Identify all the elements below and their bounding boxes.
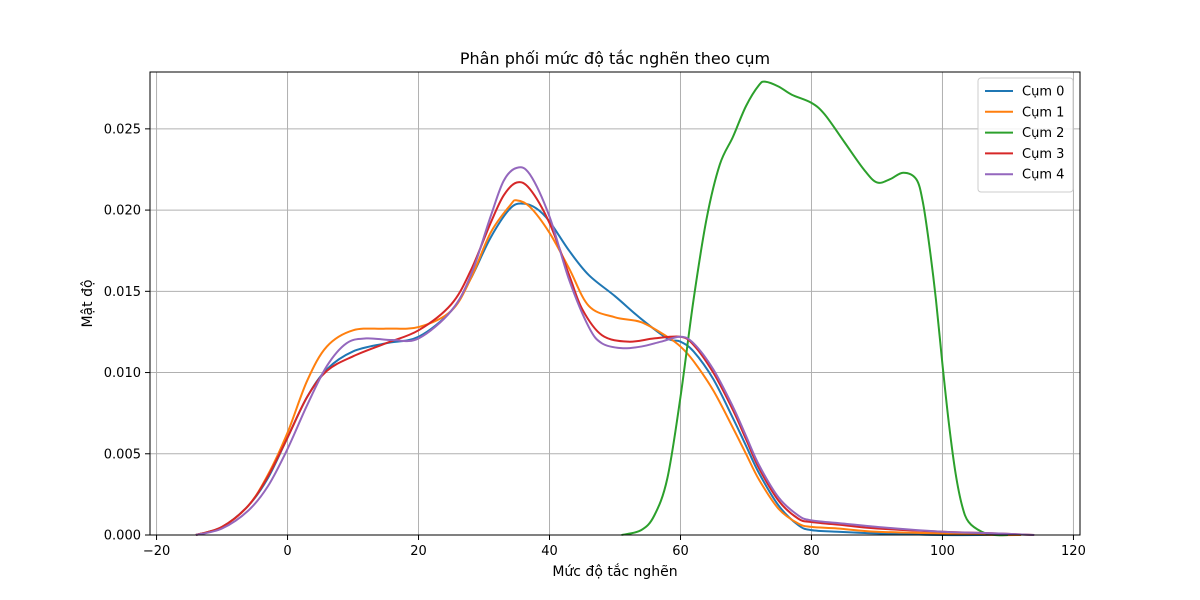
x-tick-label: 20 xyxy=(410,544,427,559)
density-lines xyxy=(195,80,1035,537)
y-tick-label: 0.000 xyxy=(104,529,141,544)
x-tick-label: 0 xyxy=(283,544,291,559)
x-tick-label: −20 xyxy=(143,544,170,559)
legend-label: Cụm 3 xyxy=(1022,147,1064,162)
chart-title: Phân phối mức độ tắc nghẽn theo cụm xyxy=(460,49,770,68)
series-line-1 xyxy=(195,199,1022,537)
legend-label: Cụm 4 xyxy=(1022,168,1064,183)
axis-ticks: −20 0 20 40 60 80 100 120 0.000 0.005 0.010 0.015 0.… xyxy=(104,122,1086,559)
legend-label: Cụm 2 xyxy=(1022,126,1064,141)
y-tick-label: 0.015 xyxy=(104,285,141,300)
x-tick-label: 80 xyxy=(803,544,820,559)
x-tick-label: 60 xyxy=(672,544,689,559)
x-axis-title: Mức độ tắc nghẽn xyxy=(552,563,677,580)
y-tick-label: 0.020 xyxy=(104,204,141,219)
y-tick-label: 0.010 xyxy=(104,366,141,381)
grid-lines xyxy=(150,72,1080,536)
y-tick-label: 0.005 xyxy=(104,447,141,462)
x-tick-label: 40 xyxy=(541,544,558,559)
x-tick-label: 100 xyxy=(930,544,955,559)
legend-box xyxy=(977,77,1074,193)
x-tick-label: 120 xyxy=(1061,544,1086,559)
legend-label: Cụm 1 xyxy=(1022,105,1064,120)
y-tick-label: 0.025 xyxy=(104,122,141,137)
series-line-0 xyxy=(195,202,1022,537)
legend-label: Cụm 0 xyxy=(1022,85,1064,100)
series-line-3 xyxy=(195,181,1035,536)
legend: Cụm 0 Cụm 1 Cụm 2 Cụm 3 Cụm 4 xyxy=(977,77,1074,193)
series-line-2 xyxy=(621,80,1008,537)
series-line-4 xyxy=(195,166,1035,536)
plot-frame xyxy=(149,71,1081,536)
y-axis-title: Mật độ xyxy=(80,279,96,327)
